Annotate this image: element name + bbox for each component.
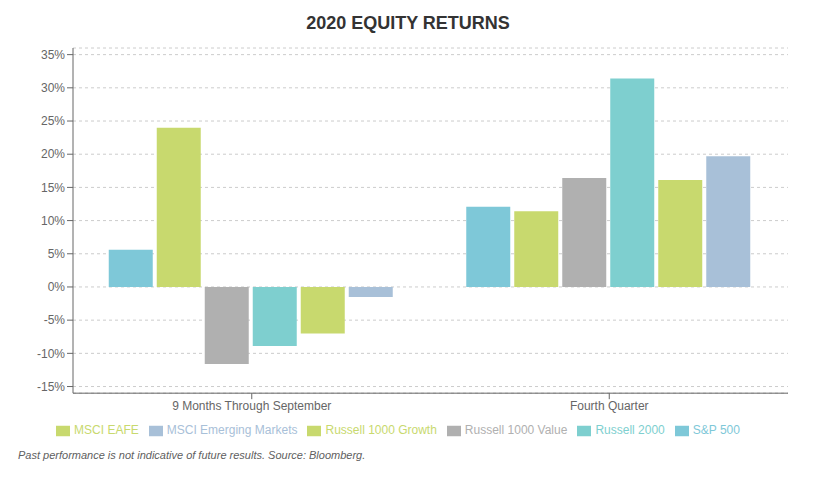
svg-text:25%: 25% [41,114,65,128]
html-text:MSCI Emerging Markets: MSCI Emerging Markets [166,423,298,438]
svg-text:-10%: -10% [37,347,65,361]
svg-text:10%: 10% [41,214,65,228]
html-text:2020 EQUITY RETURNS: 2020 EQUITY RETURNS [306,13,510,33]
svg-text:-15%: -15% [37,380,65,394]
svg-text:20%: 20% [41,147,65,161]
svg-text:35%: 35% [41,48,65,62]
svg-text:30%: 30% [41,81,65,95]
html-text:Russell 1000 Value: Russell 1000 Value [464,423,568,438]
html-text:S&P 500: S&P 500 [692,423,740,438]
html-text:MSCI EAFE: MSCI EAFE [74,423,139,438]
html-text:Past performance is not indica: Past performance is not indicative of fu… [18,449,366,461]
svg-text:0%: 0% [48,280,66,294]
svg-text:15%: 15% [41,181,65,195]
html-text:Russell 1000 Growth: Russell 1000 Growth [325,423,437,438]
svg-text:-5%: -5% [44,313,66,327]
svg-text:9 Months Through September: 9 Months Through September [172,399,331,413]
html-text:Russell 2000: Russell 2000 [595,423,665,438]
svg-text:Fourth Quarter: Fourth Quarter [570,399,649,413]
svg-text:5%: 5% [48,247,66,261]
